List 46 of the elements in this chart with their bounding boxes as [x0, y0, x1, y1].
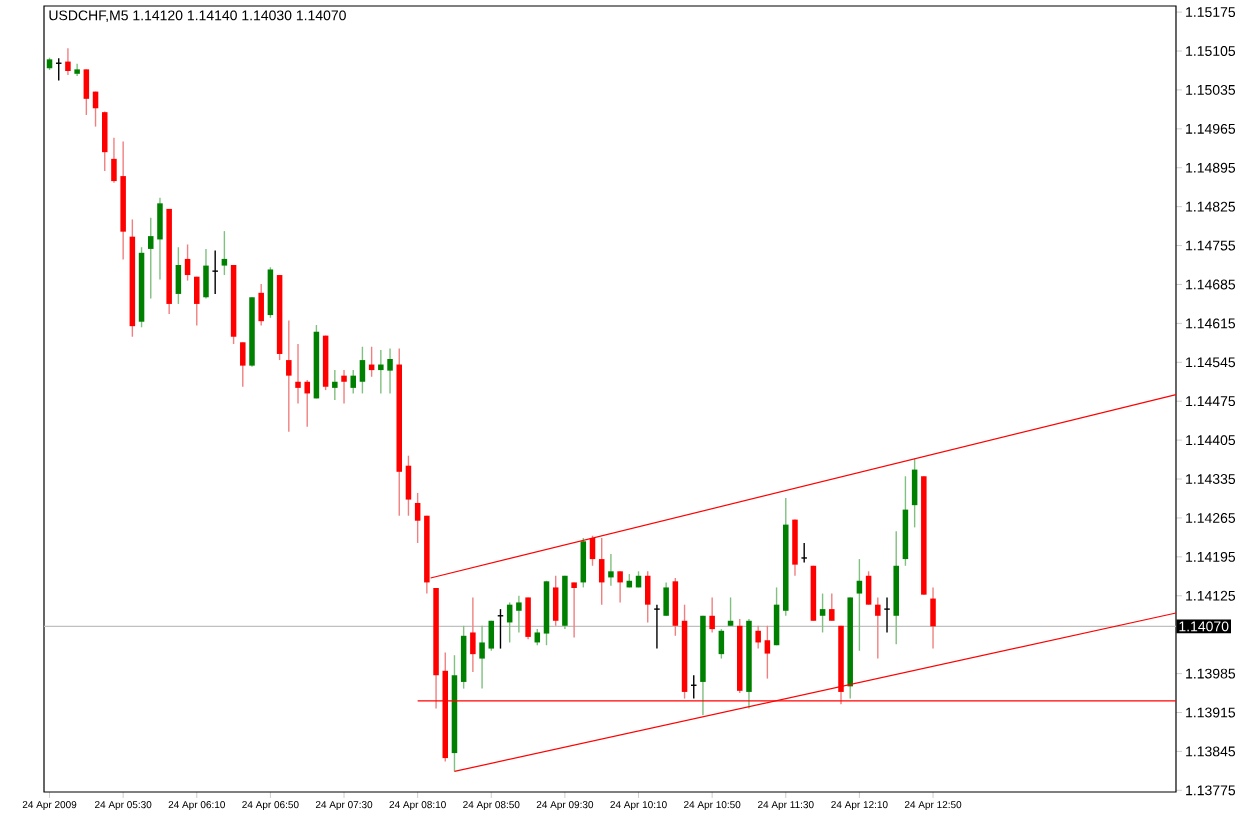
- candlestick: [258, 282, 264, 326]
- candlestick: [65, 47, 71, 76]
- candlestick: [359, 345, 366, 394]
- candlestick: [175, 246, 182, 305]
- candlestick: [764, 624, 771, 679]
- candlestick: [617, 570, 623, 603]
- candlestick: [194, 275, 200, 326]
- candlestick: [755, 624, 761, 649]
- candlestick: [488, 619, 495, 652]
- candlestick: [865, 570, 872, 605]
- candlestick: [211, 249, 219, 295]
- candlestick: [883, 596, 891, 633]
- candlestick: [341, 369, 347, 404]
- candlestick: [525, 596, 531, 640]
- candlestick: [332, 369, 338, 401]
- candlestick: [608, 553, 614, 587]
- candlestick: [819, 592, 826, 633]
- candlestick: [653, 603, 661, 649]
- candlestick: [184, 243, 191, 281]
- candlestick: [516, 594, 522, 633]
- candlestick: [240, 341, 246, 388]
- candlestick: [856, 558, 863, 652]
- candlestick: [644, 570, 651, 623]
- candlestick: [930, 586, 936, 649]
- candlestick: [663, 581, 669, 617]
- candlestick: [83, 68, 90, 116]
- candlestick: [571, 581, 577, 638]
- candlestick: [350, 369, 356, 394]
- candlestick: [414, 491, 421, 544]
- candlestick: [405, 454, 412, 517]
- candlestick: [267, 266, 274, 319]
- candlestick: [875, 596, 881, 659]
- candlestick: [800, 541, 808, 563]
- candlestick: [709, 596, 715, 633]
- candlestick: [203, 247, 209, 299]
- candlestick: [792, 518, 798, 577]
- candlestick: [460, 624, 467, 689]
- candlestick: [221, 230, 228, 276]
- candlestick: [101, 110, 108, 172]
- candlestick: [580, 536, 587, 588]
- candlestick: [552, 574, 559, 627]
- candlestick: [672, 576, 679, 637]
- candlestick: [470, 596, 476, 673]
- candlestick: [286, 319, 292, 433]
- candlestick: [479, 624, 485, 689]
- candlestick: [829, 592, 835, 622]
